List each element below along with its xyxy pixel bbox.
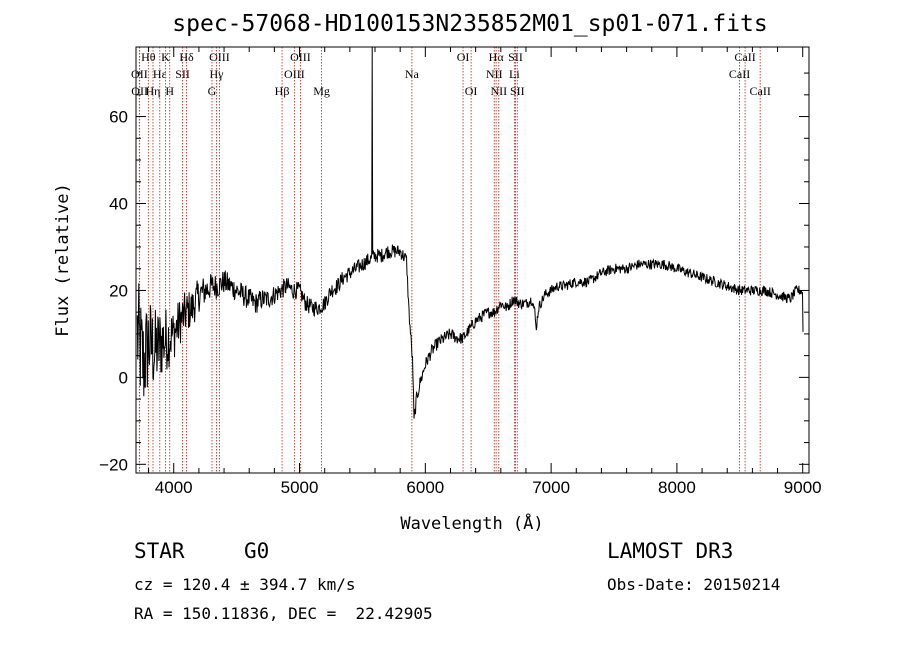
y-tick-label: 60 [109,108,128,127]
y-tick-label: 0 [119,368,128,387]
spectral-line-label: Hε [153,67,167,81]
observation-date: Obs-Date: 20150214 [607,575,781,594]
spectral-line-label: SII [510,84,525,98]
x-tick-label: 9000 [784,478,822,497]
spectral-line-label: Hη [146,84,161,98]
spectral-line-label: OIII [284,67,305,81]
spectral-line-label: CaII [750,84,771,98]
y-axis-label: Flux (relative) [53,183,73,337]
spectral-line-label: OI [457,50,470,64]
y-tick-label: −20 [99,455,128,474]
spectral-line-label: SII [175,67,190,81]
chart-title: spec-57068-HD100153N235852M01_sp01-071.f… [172,11,767,37]
spectrum-trace [136,46,804,419]
spectral-line-label: NII [490,84,507,98]
spectral-line-label: Hθ [141,50,156,64]
plot-frame [135,46,810,474]
y-tick-label: 20 [109,281,128,300]
object-class: STAR [134,539,185,563]
object-subclass: G0 [244,539,270,563]
axis-ticks: 4000 5000 6000 7000 8000 9000 −20 0 20 40 60 [99,47,822,497]
x-axis-label: Wavelength (Å) [400,512,543,534]
spectral-line-label: Li [509,67,520,81]
spectral-line-label: OII [131,84,148,98]
spectrum-line [136,46,804,419]
spectral-line-label: SII [508,50,523,64]
spectral-line-label: Hδ [179,50,194,64]
spectral-line-label: Mg [313,84,330,98]
spectral-line-label: NII [486,67,503,81]
x-tick-label: 8000 [658,478,696,497]
spectral-line-label: Hβ [275,84,290,98]
spectral-line-label: CaII [729,67,750,81]
spectral-line-label: Na [405,67,420,81]
spectral-line-label: G [208,84,217,98]
x-tick-label: 6000 [406,478,444,497]
x-tick-label: 5000 [281,478,319,497]
x-tick-label: 7000 [532,478,570,497]
spectral-line-label: Hα [489,50,505,64]
spectrum-chart: spec-57068-HD100153N235852M01_sp01-071.f… [53,11,822,534]
spectral-line-label: OIII [290,50,311,64]
y-tick-label: 40 [109,194,128,213]
spectral-line-label: OI [465,84,478,98]
coordinates-readout: RA = 150.11836, DEC = 22.42905 [134,604,433,623]
spectral-line-label: Hγ [210,67,225,81]
velocity-readout: cz = 120.4 ± 394.7 km/s [134,575,356,594]
spectral-line-label: CaII [734,50,755,64]
survey-name: LAMOST DR3 [607,539,734,563]
spectral-line-label: K [161,50,170,64]
spectral-line-label: H [165,84,174,98]
x-tick-label: 4000 [155,478,193,497]
spectral-line-label: OIII [209,50,230,64]
